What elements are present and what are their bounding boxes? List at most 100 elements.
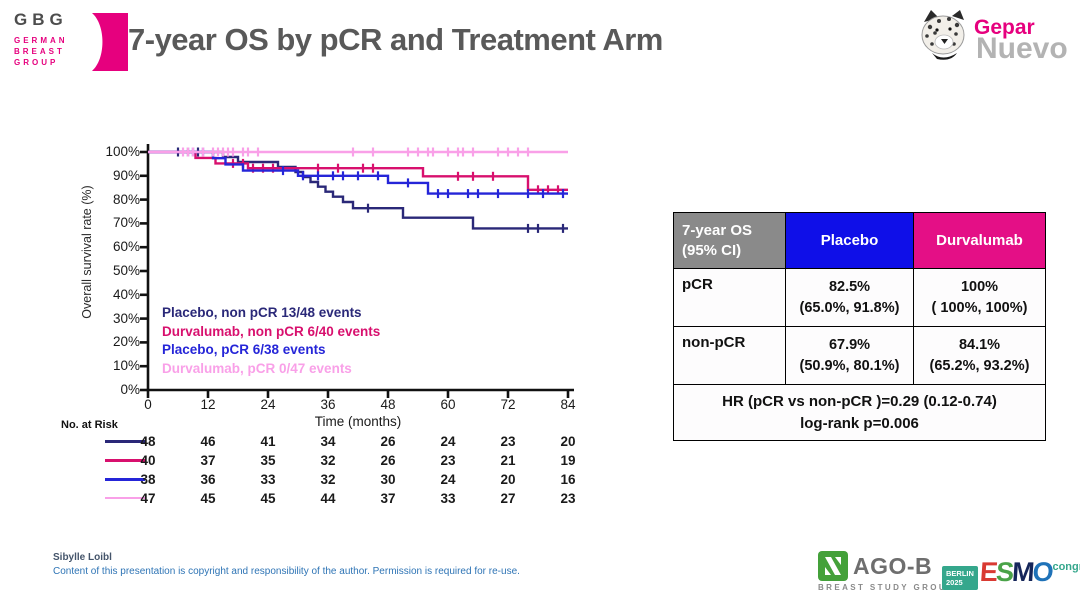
table-row-pcr: pCR 82.5% (65.0%, 91.8%) 100% ( 100%, 10… <box>673 268 1046 327</box>
table-row-non-pcr: non-pCR 67.9% (50.9%, 80.1%) 84.1% (65.2… <box>673 326 1046 385</box>
at-risk-count: 37 <box>200 453 216 468</box>
gepar-wordmark-top: Gepar <box>974 16 1035 39</box>
leopard-icon <box>921 10 965 60</box>
nonpcr-durvalumab-value: 84.1% (65.2%, 93.2%) <box>913 326 1046 385</box>
gepar-wordmark-bottom: Nuevo <box>976 32 1068 65</box>
y-axis-title: Overall survival rate (%) <box>80 185 94 319</box>
legend-entry: Durvalumab, pCR 0/47 events <box>162 360 352 376</box>
at-risk-count: 47 <box>140 491 156 506</box>
page-title: 7-year OS by pCR and Treatment Arm <box>128 22 663 57</box>
author-name: Sibylle Loibl <box>53 552 112 563</box>
gbg-acronym: GBG <box>14 10 68 29</box>
agob-ribbon-icon <box>818 551 848 581</box>
pcr-durvalumab-ci: ( 100%, 100%) <box>931 299 1028 316</box>
legend-entry: Durvalumab, non pCR 6/40 events <box>162 323 381 339</box>
agob-name: AGO-B <box>853 552 933 579</box>
gbg-line-german: GERMAN <box>14 36 68 45</box>
at-risk-swatch <box>105 497 145 499</box>
at-risk-count: 27 <box>500 491 516 506</box>
gbg-flag-icon <box>92 13 128 71</box>
agob-subtitle: BREAST STUDY GROUP <box>818 583 955 592</box>
at-risk-count: 19 <box>560 453 576 468</box>
x-tick-label: 48 <box>380 397 396 412</box>
pcr-placebo-ci: (65.0%, 91.8%) <box>799 299 900 316</box>
at-risk-count: 41 <box>260 434 276 449</box>
at-risk-count: 23 <box>500 434 516 449</box>
esmo-letter: O <box>1031 557 1053 587</box>
x-tick-label: 12 <box>200 397 216 412</box>
at-risk-count: 35 <box>260 453 276 468</box>
agob-logo: AGO-B BREAST STUDY GROUP <box>818 551 955 592</box>
legend-entry: Placebo, pCR 6/38 events <box>162 342 326 357</box>
at-risk-row: 38 36 33 32 30 24 20 16 <box>60 472 620 489</box>
nonpcr-placebo-ci: (50.9%, 80.1%) <box>799 357 900 374</box>
pcr-placebo-pct: 82.5% <box>828 279 871 296</box>
table-row-hr: HR (pCR vs non-pCR )=0.29 (0.12-0.74) lo… <box>673 384 1046 441</box>
esmo-badge-year: 2025 <box>946 578 963 587</box>
results-corner-line1: 7-year OS <box>682 222 753 239</box>
at-risk-count: 30 <box>380 472 396 487</box>
x-tick-label: 0 <box>144 397 152 412</box>
at-risk-count: 34 <box>320 434 336 449</box>
at-risk-swatch <box>105 440 145 443</box>
chart-legend: Placebo, non pCR 13/48 events Durvalumab,… <box>162 304 380 378</box>
at-risk-row: 47 45 45 44 37 33 27 23 <box>60 491 620 508</box>
at-risk-count: 26 <box>380 453 396 468</box>
y-tick-label: 60% <box>112 239 140 255</box>
nonpcr-placebo-pct: 67.9% <box>828 337 871 354</box>
at-risk-count: 46 <box>200 434 216 449</box>
at-risk-count: 21 <box>500 453 516 468</box>
esmo-congress-label: congress <box>1052 561 1080 573</box>
at-risk-count: 36 <box>200 472 216 487</box>
at-risk-count: 33 <box>260 472 276 487</box>
at-risk-count: 48 <box>140 434 156 449</box>
y-tick-label: 50% <box>112 263 140 278</box>
y-tick-label: 30% <box>112 310 140 326</box>
km-curve <box>148 150 568 191</box>
pcr-durvalumab-value: 100% ( 100%, 100%) <box>913 268 1046 327</box>
esmo-wordmark: ESMO <box>979 557 1053 588</box>
y-tick-label: 80% <box>112 191 140 207</box>
at-risk-count: 26 <box>380 434 396 449</box>
esmo-badge-city: BERLIN <box>946 569 974 578</box>
at-risk-count: 44 <box>320 491 336 506</box>
x-tick-label: 72 <box>500 397 516 412</box>
results-corner-cell: 7-year OS (95% CI) <box>673 212 786 269</box>
y-tick-label: 90% <box>112 167 140 183</box>
at-risk-count: 32 <box>320 472 336 487</box>
at-risk-swatch <box>105 459 145 462</box>
gbg-line-group: GROUP <box>14 58 59 67</box>
results-table: 7-year OS (95% CI) Placebo Durvalumab pC… <box>673 212 1046 441</box>
results-corner-line2: (95% CI) <box>682 241 742 259</box>
at-risk-count: 37 <box>380 491 396 506</box>
km-curve <box>148 150 568 195</box>
x-tick-label: 36 <box>320 397 336 412</box>
km-curve <box>148 150 568 230</box>
at-risk-count: 33 <box>440 491 456 506</box>
x-tick-label: 24 <box>260 397 276 412</box>
esmo-letter: M <box>1010 557 1034 587</box>
km-chart: 100% 90% 80% 70% 60% 50% 40% 30% 20% 10% 0% 0 12 24 3… <box>60 140 620 530</box>
hr-stats-cell: HR (pCR vs non-pCR )=0.29 (0.12-0.74) lo… <box>673 384 1046 441</box>
at-risk-count: 23 <box>440 453 456 468</box>
y-tick-label: 40% <box>112 286 140 302</box>
pcr-placebo-value: 82.5% (65.0%, 91.8%) <box>785 268 914 327</box>
logrank-line: log-rank p=0.006 <box>800 414 919 432</box>
at-risk-count: 45 <box>200 491 216 506</box>
legend-entry: Placebo, non pCR 13/48 events <box>162 305 362 320</box>
at-risk-count: 24 <box>440 434 456 449</box>
row-label-non-pcr: non-pCR <box>673 326 786 385</box>
pcr-durvalumab-pct: 100% <box>960 279 999 296</box>
gbg-logo: GBG GERMAN BREAST GROUP <box>14 10 128 71</box>
at-risk-count: 20 <box>500 472 516 487</box>
esmo-berlin-badge: BERLIN 2025 <box>942 566 978 590</box>
hr-line: HR (pCR vs non-pCR )=0.29 (0.12-0.74) <box>722 392 997 410</box>
km-plot-area <box>140 144 574 398</box>
at-risk-count: 45 <box>260 491 276 506</box>
nonpcr-placebo-value: 67.9% (50.9%, 80.1%) <box>785 326 914 385</box>
x-tick-label: 84 <box>560 397 576 412</box>
y-tick-label: 20% <box>112 334 140 350</box>
at-risk-count: 40 <box>140 453 156 468</box>
at-risk-row: 48 46 41 34 26 24 23 20 <box>60 434 620 451</box>
